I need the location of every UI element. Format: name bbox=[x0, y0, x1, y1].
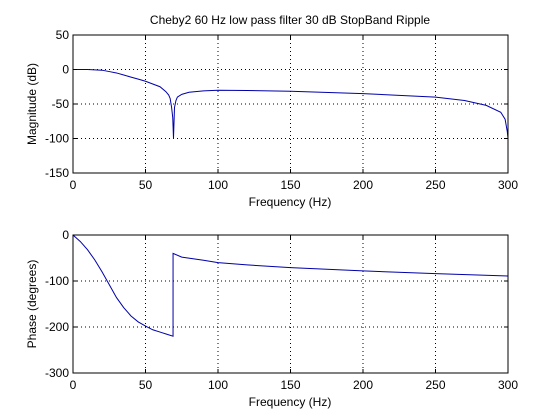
phase-ylabel: Phase (degrees) bbox=[25, 260, 39, 349]
magnitude-xtick-label: 100 bbox=[208, 178, 228, 192]
magnitude-ytick-label: 0 bbox=[62, 63, 69, 77]
magnitude-ytick-label: -150 bbox=[45, 166, 69, 180]
phase-xtick-label: 250 bbox=[425, 378, 445, 392]
phase-ytick-label: -100 bbox=[45, 274, 69, 288]
magnitude-xtick-label: 200 bbox=[353, 178, 373, 192]
phase-ytick-label: -300 bbox=[45, 366, 69, 380]
chart-title: Cheby2 60 Hz low pass filter 30 dB StopB… bbox=[150, 13, 430, 27]
magnitude-xtick-label: 300 bbox=[498, 178, 518, 192]
phase-xtick-label: 200 bbox=[353, 378, 373, 392]
phase-xtick-label: 150 bbox=[280, 378, 300, 392]
phase-xtick-label: 300 bbox=[498, 378, 518, 392]
phase-ytick-label: 0 bbox=[62, 228, 69, 242]
phase-xtick-label: 0 bbox=[70, 378, 77, 392]
phase-ytick-label: -200 bbox=[45, 320, 69, 334]
magnitude-xtick-label: 0 bbox=[70, 178, 77, 192]
phase-xlabel: Frequency (Hz) bbox=[249, 395, 332, 409]
magnitude-xtick-label: 250 bbox=[425, 178, 445, 192]
phase-plot: 0 50 100 150 200 250 300 0 -100 -200 -300 Frequenc… bbox=[25, 228, 518, 409]
phase-xtick-label: 50 bbox=[139, 378, 153, 392]
magnitude-xtick-label: 150 bbox=[280, 178, 300, 192]
magnitude-xtick-label: 50 bbox=[139, 178, 153, 192]
magnitude-ytick-label: 50 bbox=[56, 28, 70, 42]
magnitude-ytick-label: -100 bbox=[45, 132, 69, 146]
magnitude-ylabel: Magnitude (dB) bbox=[25, 63, 39, 145]
magnitude-ytick-label: -50 bbox=[52, 97, 70, 111]
phase-xtick-label: 100 bbox=[208, 378, 228, 392]
magnitude-xlabel: Frequency (Hz) bbox=[249, 195, 332, 209]
magnitude-plot: 0 50 100 150 200 250 300 50 0 -50 -100 -150 Frequen… bbox=[25, 28, 518, 209]
